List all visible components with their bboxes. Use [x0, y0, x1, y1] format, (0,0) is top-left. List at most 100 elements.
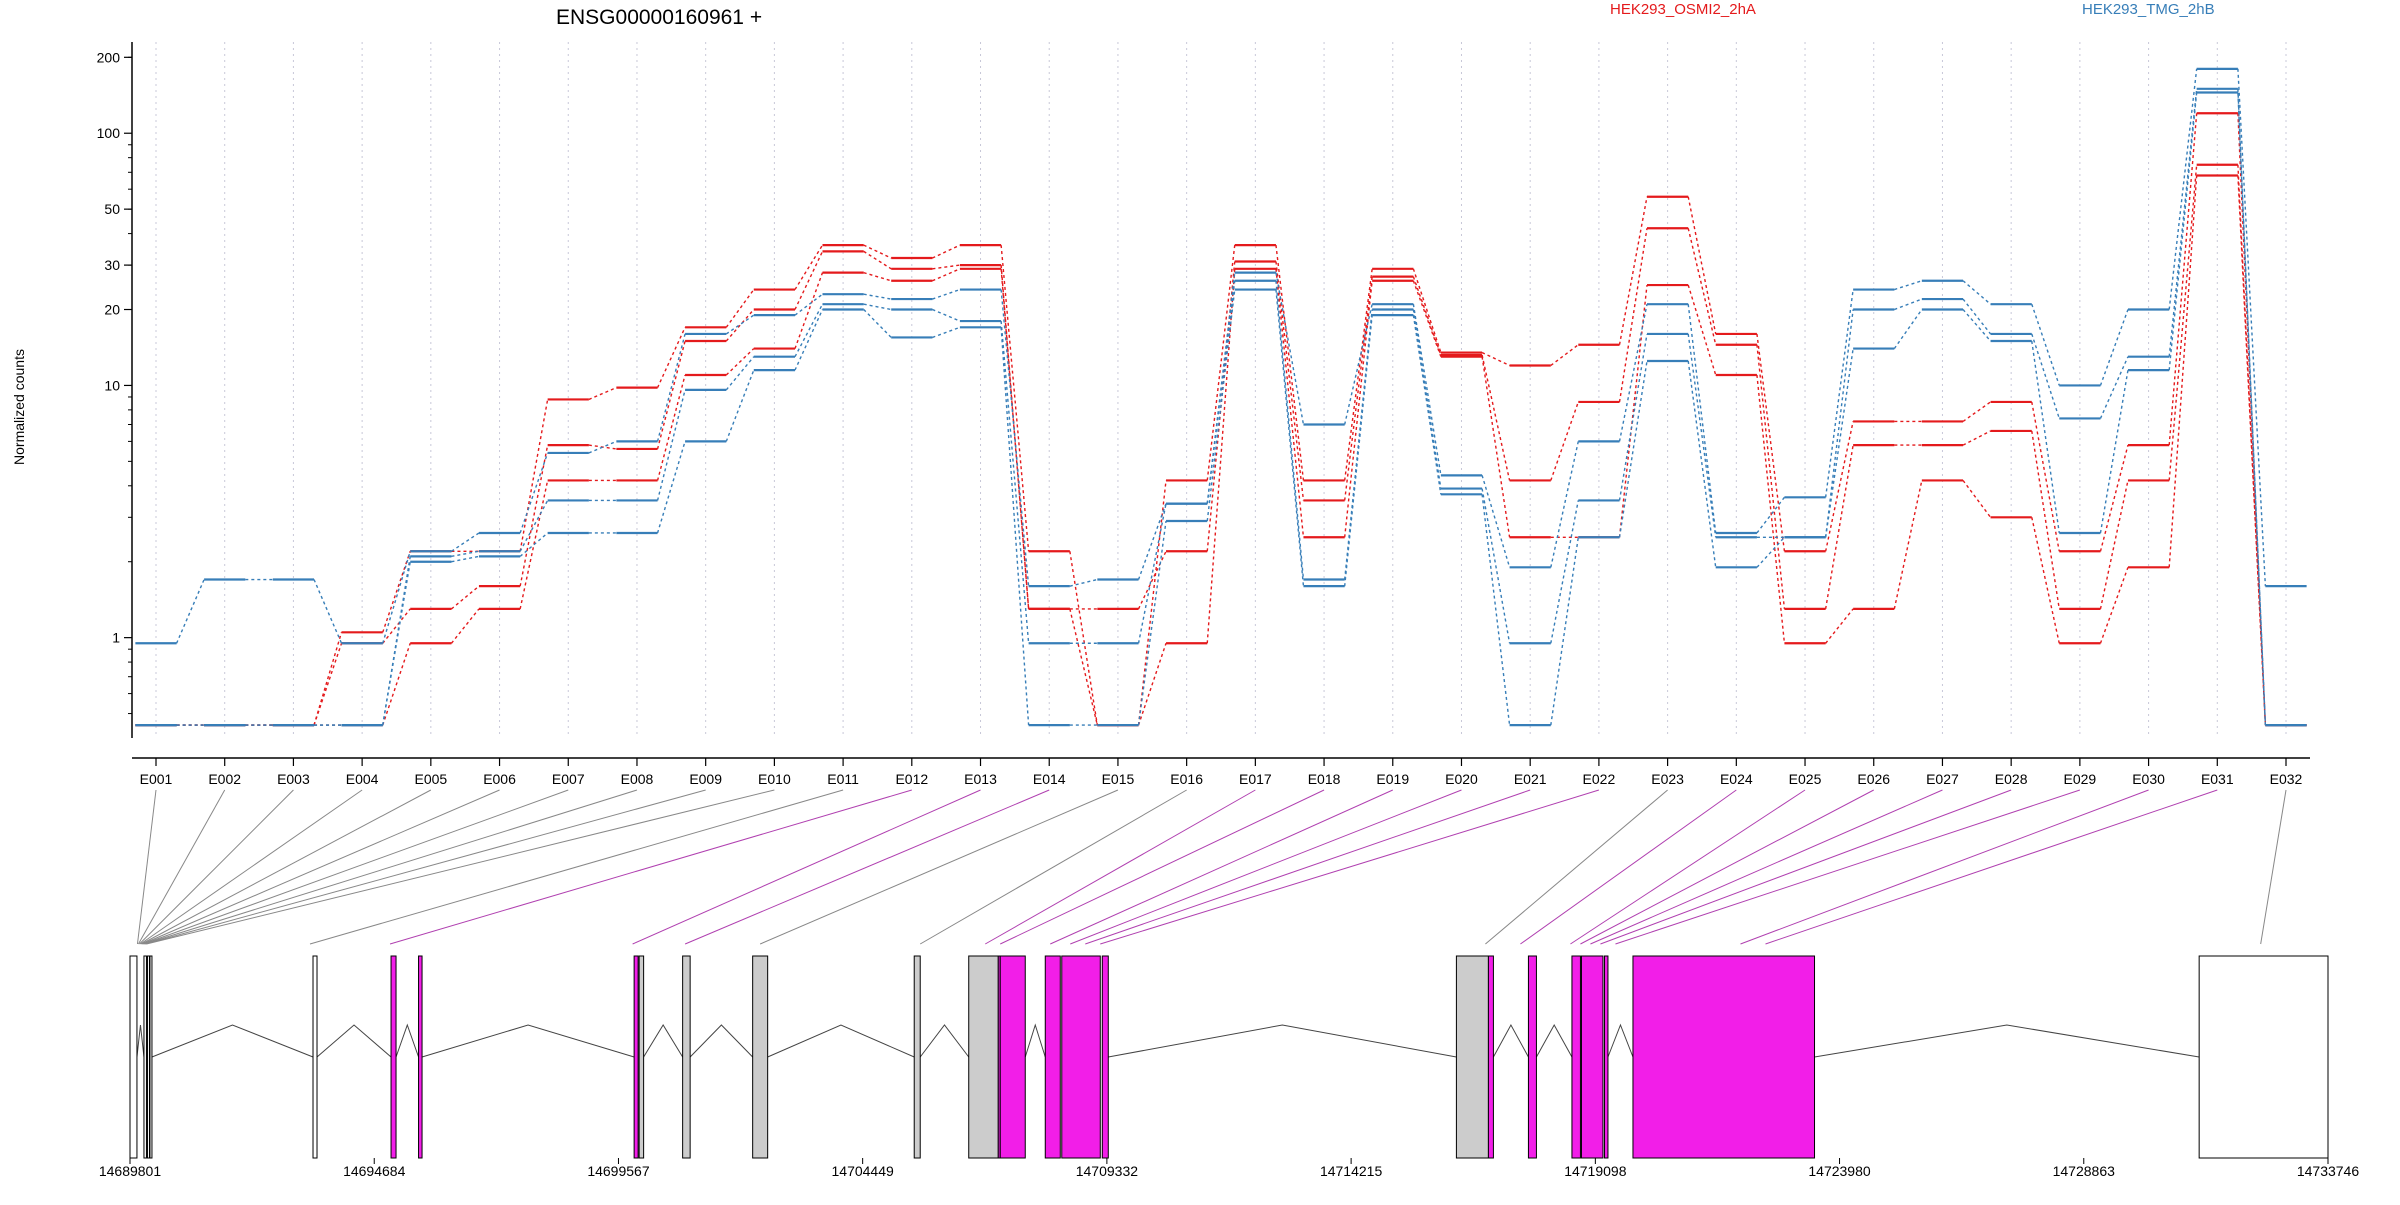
series-connector — [1618, 360, 1648, 538]
exon-box — [1580, 955, 1604, 1159]
intron-line — [151, 1024, 314, 1058]
exon-link-lines — [136, 789, 2287, 945]
series-connector — [725, 369, 755, 442]
series-connector — [1412, 309, 1442, 489]
series-connector — [1550, 344, 1579, 367]
exon-link — [1580, 789, 1874, 945]
series-connector — [1000, 268, 1030, 609]
intron-line — [316, 1024, 392, 1058]
series-5 — [135, 87, 2307, 727]
exon-link — [144, 789, 638, 945]
gene-model — [129, 955, 2329, 1159]
x-tick-label: E020 — [1445, 771, 1478, 787]
series-connector — [725, 348, 755, 376]
coordinate-tick-label: 14709332 — [1076, 1163, 1139, 1179]
series-connector — [1206, 245, 1236, 481]
series-connector — [863, 250, 892, 270]
exon-link — [1000, 789, 1325, 945]
series-connector — [1687, 284, 1717, 376]
series-connector — [1137, 480, 1167, 726]
series-connector — [1412, 315, 1442, 495]
intron-line — [643, 1024, 684, 1058]
exon-link — [1100, 789, 1600, 945]
series-connector — [313, 632, 343, 726]
x-tick-label: E031 — [2201, 771, 2234, 787]
series-connector — [2099, 567, 2129, 644]
series-connector — [1275, 268, 1305, 538]
series-connector — [656, 327, 686, 388]
series-connector — [1618, 333, 1648, 501]
x-tick-label: E010 — [758, 771, 791, 787]
series-connector — [519, 500, 549, 552]
series-connector — [1550, 500, 1579, 644]
exon-link — [143, 789, 569, 945]
exon-link — [684, 789, 1050, 945]
intron-line — [1607, 1023, 1634, 1058]
series-connector — [2031, 401, 2060, 552]
x-tick-label: E026 — [1857, 771, 1890, 787]
intron-line — [1492, 1023, 1529, 1058]
exon-link — [632, 789, 981, 945]
series-connector — [1137, 643, 1167, 726]
x-tick-label: E011 — [827, 771, 859, 787]
series-connector — [450, 608, 480, 644]
exon-box — [1455, 955, 1489, 1159]
exon-link — [1600, 789, 2012, 945]
x-tick-label: E007 — [552, 771, 585, 787]
series-1 — [135, 112, 2307, 727]
series-connector — [2168, 92, 2198, 371]
exon-link — [1740, 789, 2149, 945]
y-tick-label: 1 — [112, 630, 120, 646]
series-connector — [1962, 401, 1991, 422]
series-connector — [794, 251, 824, 310]
x-tick-label: E013 — [964, 771, 997, 787]
series-connector — [2168, 164, 2198, 481]
exon-link — [1570, 789, 1806, 945]
series-connector — [725, 309, 755, 342]
series-connector — [1069, 578, 1098, 587]
exon-gridlines — [155, 42, 2287, 738]
series-connector — [1550, 441, 1579, 568]
exon-box — [913, 955, 921, 1159]
coordinate-tick-label: 14694684 — [343, 1163, 406, 1179]
y-tick-label: 200 — [97, 49, 121, 65]
x-tick-label: E027 — [1926, 771, 1959, 787]
exon-link — [1520, 789, 1737, 945]
series-connector — [725, 289, 755, 328]
series-connector — [1687, 360, 1717, 568]
series-connector — [1275, 280, 1305, 580]
intron-line — [1814, 1024, 2200, 1058]
series-connector — [1893, 480, 1923, 610]
series-connector — [2031, 430, 2060, 610]
series-connector — [794, 303, 824, 358]
series-connector — [1824, 444, 1854, 610]
exon-link — [142, 789, 500, 945]
coordinate-tick-label: 14699567 — [587, 1163, 650, 1179]
x-tick-label: E001 — [140, 771, 173, 787]
series-4 — [135, 67, 2307, 645]
series-connector — [1000, 327, 1030, 726]
coordinate-tick-label: 14719098 — [1564, 1163, 1627, 1179]
series-connector — [451, 555, 480, 563]
series-connector — [1137, 520, 1167, 726]
y-tick-label: 100 — [97, 125, 121, 141]
exon-box — [418, 955, 423, 1159]
series-connector — [313, 643, 343, 726]
exon-link — [389, 789, 912, 945]
x-tick-label: E012 — [895, 771, 928, 787]
series-connector — [863, 303, 892, 311]
exon-box — [1527, 955, 1537, 1159]
legend-entry-osmi2: HEK293_OSMI2_2hA — [1610, 1, 1756, 18]
series-connector — [1069, 551, 1099, 726]
series-connector — [1687, 333, 1717, 538]
series-connector — [932, 308, 961, 322]
x-tick-label: E025 — [1789, 771, 1822, 787]
series-connector — [1343, 276, 1373, 501]
exon-link — [1485, 789, 1668, 945]
series-connector — [1481, 488, 1511, 644]
series-connector — [2168, 88, 2198, 357]
exon-box — [1044, 955, 1061, 1159]
coordinate-tick-label: 14714215 — [1320, 1163, 1383, 1179]
series-connector — [519, 444, 549, 587]
series-connector — [794, 272, 824, 349]
